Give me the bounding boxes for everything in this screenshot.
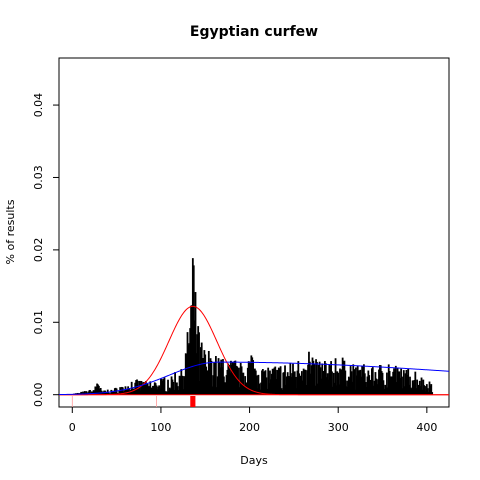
y-tick-label: 0.02	[32, 238, 45, 263]
bar-group	[71, 258, 434, 395]
y-axis-label: % of results	[4, 199, 17, 264]
x-tick-label: 100	[150, 421, 171, 434]
x-tick-label: 300	[328, 421, 349, 434]
blue-density-curve	[58, 361, 450, 396]
x-tick-label: 200	[239, 421, 260, 434]
y-tick-label: 0.03	[32, 165, 45, 190]
x-axis-label: Days	[240, 454, 268, 467]
chart-title: Egyptian curfew	[190, 24, 318, 40]
rug-group	[71, 396, 196, 407]
y-tick-label: 0.04	[32, 93, 45, 118]
y-tick-label: 0.01	[32, 310, 45, 335]
curve-group	[58, 305, 450, 396]
x-tick-label: 0	[69, 421, 76, 434]
y-axis: 0.00 0.01 0.02 0.03 0.04	[32, 93, 59, 407]
plot-frame	[58, 57, 450, 408]
x-tick-label: 400	[416, 421, 437, 434]
y-tick-label: 0.00	[32, 382, 45, 407]
red-density-curve	[59, 305, 449, 396]
x-axis: 0 100 200 300 400	[69, 407, 437, 434]
